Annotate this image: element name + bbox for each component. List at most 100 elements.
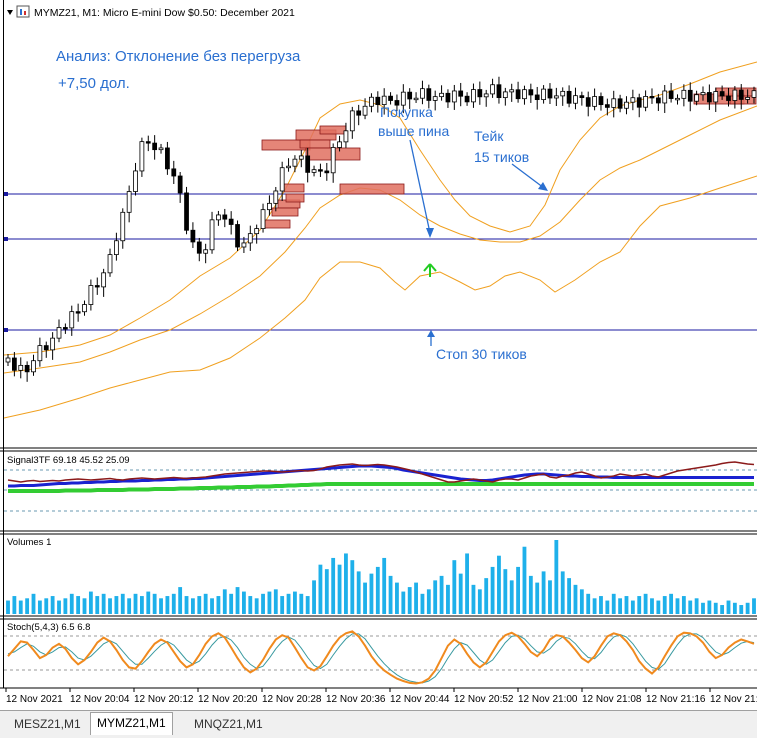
volume-bar[interactable] (637, 596, 642, 614)
stoch-signal-line[interactable] (7, 633, 755, 684)
bull-candle[interactable] (343, 130, 349, 143)
bull-candle[interactable] (337, 141, 342, 148)
bear-candle[interactable] (75, 311, 81, 314)
volume-bar[interactable] (497, 555, 501, 614)
bull-candle[interactable] (209, 219, 215, 251)
bull-candle[interactable] (267, 202, 272, 211)
bull-candle[interactable] (560, 90, 566, 97)
candlestick-series[interactable] (5, 76, 757, 382)
volume-bar[interactable] (25, 598, 30, 614)
bull-candle[interactable] (120, 211, 126, 242)
bull-candle[interactable] (471, 89, 476, 103)
bear-candle[interactable] (356, 110, 362, 116)
volume-bar[interactable] (114, 596, 119, 614)
volume-bar[interactable] (216, 596, 221, 614)
bull-candle[interactable] (700, 92, 706, 96)
volume-bar[interactable] (388, 575, 393, 614)
bull-candle[interactable] (362, 105, 368, 116)
volume-bar[interactable] (363, 582, 367, 614)
volume-bar[interactable] (286, 593, 291, 614)
volume-bar[interactable] (630, 600, 635, 614)
bull-candle[interactable] (82, 304, 87, 313)
volume-bar[interactable] (242, 591, 246, 614)
volume-bar[interactable] (477, 589, 482, 614)
volumes-panel[interactable]: Volumes 1 (6, 537, 756, 614)
bear-candle[interactable] (566, 90, 572, 104)
volume-bar[interactable] (739, 605, 744, 614)
bear-candle[interactable] (407, 91, 413, 100)
bear-candle[interactable] (534, 94, 540, 101)
volume-bar[interactable] (299, 593, 304, 614)
bull-candle[interactable] (502, 91, 508, 99)
volume-bar[interactable] (701, 602, 705, 614)
bear-candle[interactable] (24, 364, 30, 373)
volume-bar[interactable] (356, 571, 361, 614)
volume-bar[interactable] (688, 600, 693, 614)
volume-bar[interactable] (273, 589, 278, 614)
bull-candle[interactable] (5, 357, 11, 363)
bull-candle[interactable] (88, 285, 94, 305)
tab-mymz21[interactable]: MYMZ21,M1 (90, 712, 173, 735)
volume-bar[interactable] (650, 598, 654, 614)
bull-candle[interactable] (694, 94, 699, 102)
bear-candle[interactable] (394, 100, 400, 106)
bull-candle[interactable] (624, 101, 629, 109)
volume-bar[interactable] (261, 593, 265, 614)
bull-candle[interactable] (126, 191, 132, 213)
bear-candle[interactable] (94, 285, 100, 288)
bull-candle[interactable] (18, 364, 24, 371)
volume-bar[interactable] (426, 589, 431, 614)
volume-bar[interactable] (127, 598, 132, 614)
volume-bar[interactable] (503, 569, 508, 614)
bear-candle[interactable] (305, 155, 311, 173)
volume-bar[interactable] (312, 580, 316, 614)
bull-candle[interactable] (643, 96, 648, 108)
volume-bar[interactable] (375, 566, 380, 614)
bull-candle[interactable] (751, 90, 757, 98)
volume-bar[interactable] (337, 564, 342, 614)
volume-bar[interactable] (165, 596, 170, 614)
bull-candle[interactable] (50, 337, 56, 351)
volume-bar[interactable] (31, 593, 36, 614)
volume-bar[interactable] (516, 566, 520, 614)
bear-candle[interactable] (177, 175, 183, 194)
volume-bar[interactable] (395, 582, 399, 614)
chart-canvas[interactable]: Анализ: Отклонение без перегруза +7,50 д… (0, 0, 757, 710)
bull-candle[interactable] (675, 97, 680, 101)
bull-candle[interactable] (101, 272, 107, 288)
bull-candle[interactable] (216, 214, 221, 221)
volume-bar[interactable] (293, 591, 297, 614)
volume-bar[interactable] (433, 580, 438, 614)
volume-bar[interactable] (624, 596, 629, 614)
volume-bar[interactable] (407, 587, 412, 614)
volume-bar[interactable] (197, 596, 202, 614)
volume-bar[interactable] (210, 598, 214, 614)
volume-bar[interactable] (222, 589, 227, 614)
bear-candle[interactable] (171, 168, 177, 177)
bear-candle[interactable] (579, 95, 585, 99)
volume-bar[interactable] (331, 557, 336, 614)
volume-bar[interactable] (452, 560, 457, 614)
bull-candle[interactable] (439, 92, 444, 98)
volume-bar[interactable] (414, 582, 418, 614)
volume-bar[interactable] (57, 600, 61, 614)
volume-bar[interactable] (229, 593, 234, 614)
signal-red-line[interactable] (7, 461, 755, 483)
bull-candle[interactable] (553, 95, 559, 99)
volume-bar[interactable] (139, 596, 144, 614)
volume-bar[interactable] (567, 578, 572, 614)
volume-bar[interactable] (37, 600, 42, 614)
volume-bar[interactable] (554, 540, 559, 614)
bull-candle[interactable] (311, 169, 317, 173)
volume-bar[interactable] (560, 571, 565, 614)
volume-bar[interactable] (120, 593, 125, 614)
bull-candle[interactable] (349, 110, 355, 132)
volume-bar[interactable] (439, 575, 444, 614)
volume-bar[interactable] (254, 598, 259, 614)
volume-bar[interactable] (146, 591, 151, 614)
volume-bar[interactable] (184, 596, 189, 614)
volume-bar[interactable] (528, 575, 533, 614)
bull-candle[interactable] (592, 96, 597, 107)
bull-candle[interactable] (139, 141, 145, 172)
volume-bar[interactable] (6, 600, 10, 614)
